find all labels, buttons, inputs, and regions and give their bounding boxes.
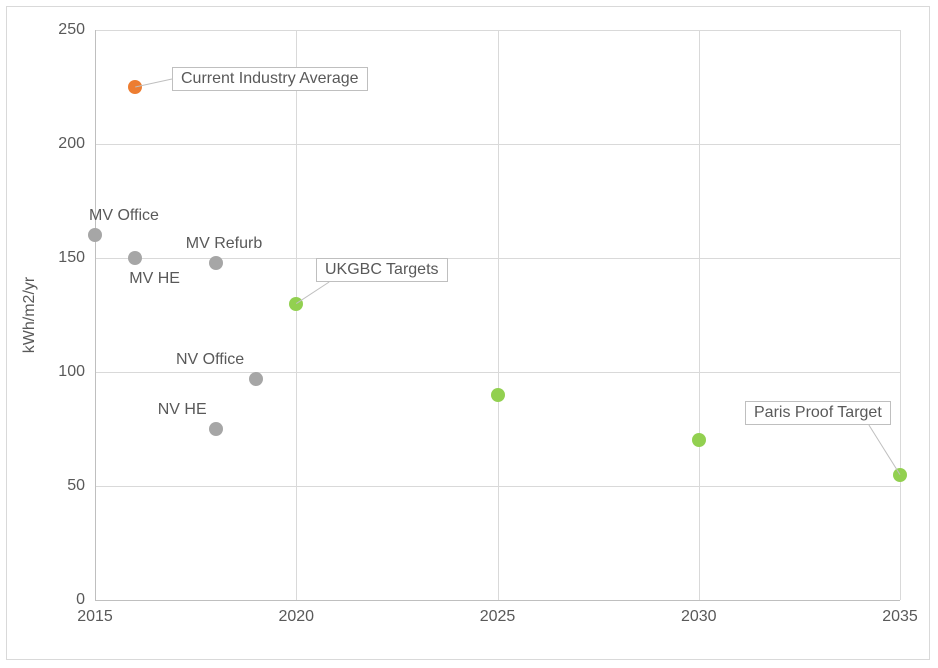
y-tick-label: 50: [67, 477, 85, 495]
data-point: [209, 256, 223, 270]
data-point: [491, 388, 505, 402]
gridline-h: [95, 30, 900, 31]
gridline-v: [699, 30, 700, 600]
data-label: NV HE: [158, 401, 207, 419]
x-tick-label: 2035: [882, 608, 918, 626]
callout-box: Current Industry Average: [172, 67, 368, 91]
plot-area: [95, 30, 900, 600]
gridline-v: [900, 30, 901, 600]
data-point: [692, 433, 706, 447]
data-point: [249, 372, 263, 386]
data-point: [88, 228, 102, 242]
x-tick-label: 2020: [278, 608, 314, 626]
x-tick-label: 2015: [77, 608, 113, 626]
x-axis-line: [95, 600, 900, 601]
gridline-h: [95, 486, 900, 487]
gridline-h: [95, 144, 900, 145]
callout-box: Paris Proof Target: [745, 401, 891, 425]
data-point: [289, 297, 303, 311]
y-tick-label: 250: [58, 21, 85, 39]
gridline-h: [95, 372, 900, 373]
data-point: [893, 468, 907, 482]
y-tick-label: 200: [58, 135, 85, 153]
y-tick-label: 100: [58, 363, 85, 381]
data-point: [128, 80, 142, 94]
x-tick-label: 2025: [480, 608, 516, 626]
data-label: NV Office: [176, 351, 244, 369]
gridline-v: [498, 30, 499, 600]
y-tick-label: 150: [58, 249, 85, 267]
y-axis-title: kWh/m2/yr: [21, 277, 39, 353]
data-label: MV Office: [89, 207, 159, 225]
callout-box: UKGBC Targets: [316, 258, 448, 282]
y-axis-line: [95, 30, 96, 600]
data-label: MV Refurb: [186, 235, 262, 253]
data-point: [128, 251, 142, 265]
x-tick-label: 2030: [681, 608, 717, 626]
data-label: MV HE: [129, 270, 180, 288]
data-point: [209, 422, 223, 436]
y-tick-label: 0: [76, 591, 85, 609]
gridline-v: [296, 30, 297, 600]
